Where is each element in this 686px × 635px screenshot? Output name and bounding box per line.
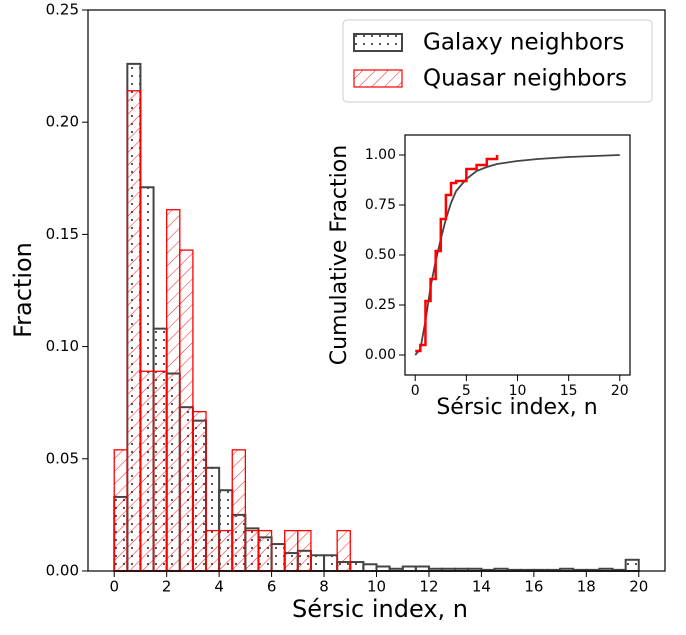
histogram-bar (362, 563, 378, 573)
inset-background (405, 135, 630, 375)
histogram-bar (270, 543, 286, 573)
y-tick-label: 0.05 (46, 449, 79, 467)
legend-label: Galaxy neighbors (423, 30, 624, 56)
x-tick-label: 15 (560, 383, 578, 399)
histogram-bar (257, 529, 273, 572)
histogram-bar (284, 529, 299, 572)
histogram-bar (139, 370, 155, 572)
y-tick-label: 0.10 (46, 337, 79, 355)
x-tick-label: 20 (611, 383, 629, 399)
histogram-bar (624, 558, 640, 573)
y-tick-label: 0.50 (365, 247, 396, 263)
x-tick-label: 6 (267, 578, 277, 596)
x-tick-label: 2 (162, 578, 172, 596)
histogram-bar (231, 449, 247, 572)
histogram-bar (218, 529, 233, 572)
histogram-bar (309, 554, 326, 572)
histogram-bar (113, 449, 128, 572)
legend-swatch (353, 33, 403, 52)
histogram-bar (375, 565, 391, 573)
x-tick-label: 18 (577, 578, 596, 596)
inset-x-axis-label: Sérsic index, n (436, 395, 597, 420)
y-tick-label: 0.20 (46, 113, 79, 131)
x-tick-label: 12 (419, 578, 438, 596)
histogram-bar (349, 561, 365, 572)
x-tick-label: 8 (319, 578, 329, 596)
y-tick-label: 0.25 (46, 1, 79, 19)
histogram-bar (205, 529, 220, 572)
cumulative-line (414, 154, 620, 356)
cumulative-line (415, 155, 499, 353)
x-tick-label: 10 (509, 383, 527, 399)
histogram-bar (297, 529, 312, 572)
x-tick-label: 0 (109, 578, 119, 596)
x-tick-label: 14 (472, 578, 491, 596)
legend-label: Quasar neighbors (423, 66, 627, 92)
x-tick-label: 20 (629, 578, 648, 596)
x-tick-label: 10 (367, 578, 386, 596)
inset-y-axis-label: Cumulative Fraction (327, 145, 352, 365)
x-tick-label: 4 (214, 578, 224, 596)
histogram-bar (414, 565, 430, 573)
legend-swatch (353, 69, 403, 88)
histogram-bar (192, 411, 207, 572)
y-axis-label: Fraction (9, 242, 37, 338)
histogram-bar (126, 90, 142, 572)
histogram-bar (179, 249, 194, 572)
histogram-bar (323, 554, 339, 572)
histogram-bar (166, 209, 181, 572)
histogram-bar (152, 370, 168, 572)
x-tick-label: 16 (524, 578, 543, 596)
x-tick-label: 0 (411, 383, 420, 399)
x-tick-label: 5 (462, 383, 471, 399)
histogram-bar (336, 529, 351, 572)
y-tick-label: 1.00 (365, 147, 396, 163)
y-tick-label: 0.15 (46, 225, 79, 243)
y-tick-label: 0.25 (365, 297, 396, 313)
y-tick-label: 0.00 (365, 347, 396, 363)
x-axis-label: Sérsic index, n (292, 595, 468, 623)
y-tick-label: 0.00 (46, 562, 79, 580)
legend-box (342, 19, 653, 103)
y-tick-label: 0.75 (365, 197, 396, 213)
histogram-bar (401, 565, 417, 573)
histogram-bar (244, 529, 260, 572)
